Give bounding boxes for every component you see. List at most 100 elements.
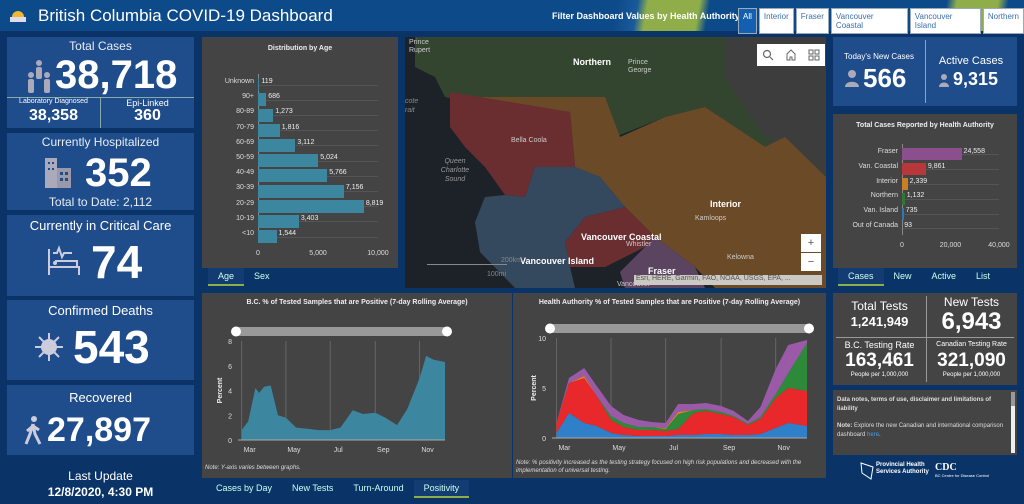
gridline (258, 99, 378, 101)
bar[interactable] (902, 207, 904, 220)
basemap-gallery-icon[interactable] (808, 49, 820, 61)
health-authority-map[interactable]: Prince Rupert Prince George Bella Coola … (405, 37, 826, 288)
filter-button[interactable]: All (738, 8, 757, 34)
bar[interactable] (902, 222, 903, 235)
critical-care-value: 74 (91, 236, 143, 288)
new-cases-label: Today's New Cases (844, 52, 914, 61)
recovered-label: Recovered (69, 390, 132, 405)
bar[interactable] (258, 184, 344, 198)
data-label: 1,132 (906, 192, 925, 200)
category-label: 50-59 (236, 154, 254, 161)
place-bella-coola: Bella Coola (511, 137, 547, 144)
bccdc-logo: CDC BC Centre for Disease Control (935, 462, 990, 478)
filter-button[interactable]: Interior (758, 8, 794, 34)
area-series[interactable] (556, 343, 807, 431)
range-slider-handle[interactable] (545, 323, 555, 334)
bar[interactable] (258, 78, 260, 92)
filter-button[interactable]: Vancouver Island (909, 8, 981, 34)
x-tick-label: Sep (723, 445, 736, 452)
map-attribution[interactable]: Esri, HERE, Garmin, FAO, NOAA, USGS, EPA… (634, 275, 822, 285)
home-icon[interactable] (785, 49, 797, 61)
hospitalized-card: Currently Hospitalized 352 Total to Date… (7, 133, 194, 210)
hospitalized-value: 352 (85, 151, 152, 195)
range-slider-handle[interactable] (442, 326, 452, 337)
data-label: 8,819 (365, 199, 384, 207)
y-tick-label: 8 (228, 339, 232, 346)
cases-by-ha-chart: Total Cases Reported by Health Authority… (833, 114, 1017, 268)
search-icon[interactable] (762, 49, 774, 61)
tab[interactable]: Cases by Day (216, 483, 273, 493)
tick-label: 0 (256, 250, 260, 258)
filter-button[interactable]: Fraser (795, 8, 829, 34)
ha-positivity-chart: Health Authority % of Tested Samples tha… (513, 293, 826, 478)
bar[interactable] (258, 138, 296, 152)
bar[interactable] (902, 192, 905, 205)
tab[interactable]: Cases (838, 268, 884, 286)
tab[interactable]: New Tests (292, 483, 334, 493)
bar[interactable] (258, 93, 267, 107)
bar[interactable] (258, 169, 328, 183)
range-slider-handle[interactable] (804, 323, 814, 334)
place-prince-george: Prince George (628, 59, 652, 74)
zoom-in-button[interactable]: + (801, 234, 821, 252)
epi-linked-value: 360 (134, 107, 161, 124)
area-series[interactable] (556, 413, 807, 438)
gridline (902, 169, 999, 171)
y-tick-label: 6 (228, 364, 232, 371)
bar[interactable] (258, 123, 280, 137)
area-series[interactable] (241, 355, 445, 440)
area-series[interactable] (556, 340, 807, 428)
tab[interactable]: Turn-Around (353, 483, 404, 493)
bottom-tabs: Cases by Day New Tests Turn-Around Positivi… (206, 480, 470, 498)
dashboard-link[interactable]: here (867, 432, 880, 438)
notes-scrollbar[interactable] (1011, 392, 1015, 453)
bar[interactable] (902, 163, 926, 176)
new-tests-value: 6,943 (941, 308, 1002, 335)
category-label: Van. Island (863, 207, 898, 215)
range-slider-handle[interactable] (231, 326, 241, 337)
range-slider-track[interactable] (550, 324, 809, 333)
note-label: Note: (837, 423, 853, 429)
age-chart-title: Distribution by Age (267, 45, 333, 52)
tab[interactable]: New (893, 271, 912, 281)
bar[interactable] (258, 214, 299, 228)
ha-chart-title: Total Cases Reported by Health Authority (856, 122, 994, 129)
tab[interactable]: Age (208, 268, 245, 286)
area-series[interactable] (556, 343, 807, 429)
data-label: 2,339 (909, 177, 928, 185)
bc-testing-rate-unit: People per 1,000,000 (850, 372, 909, 378)
region-coastal-north (450, 92, 575, 197)
category-label: Fraser (877, 148, 898, 155)
zoom-out-button[interactable]: − (801, 253, 821, 271)
area-series[interactable] (556, 378, 807, 436)
bar[interactable] (902, 148, 962, 161)
filter-button[interactable]: Vancouver Coastal (830, 8, 908, 34)
total-tests-value: 1,241,949 (850, 314, 909, 329)
tab[interactable]: Positivity (413, 480, 470, 498)
filter-button[interactable]: Northern (982, 8, 1024, 34)
map-scale-bar (427, 264, 507, 265)
data-notes-panel: Data notes, terms of use, disclaimer and… (833, 390, 1017, 455)
gridline (258, 130, 378, 132)
tab[interactable]: Active (931, 271, 957, 281)
data-notes-link[interactable]: Data notes, terms of use, disclaimer and… (837, 397, 992, 412)
bar[interactable] (258, 230, 277, 244)
data-label: 24,558 (963, 148, 985, 155)
bar[interactable] (258, 108, 274, 122)
x-tick-label: May (612, 445, 626, 452)
category-label: Northern (870, 192, 898, 200)
hospital-bed-icon (48, 245, 80, 275)
tab[interactable]: List (976, 271, 991, 281)
bar[interactable] (258, 199, 364, 213)
map-regions (415, 37, 826, 288)
category-label: 60-69 (236, 138, 254, 146)
tab[interactable]: Sex (254, 271, 270, 281)
bc-testing-rate-label: B.C. Testing Rate (844, 340, 915, 350)
bar[interactable] (902, 178, 908, 190)
bar[interactable] (258, 154, 319, 168)
category-label: Interior (876, 177, 898, 185)
virus-icon (35, 333, 63, 361)
y-tick-label: 10 (538, 336, 546, 343)
place-whistler: Whistler (626, 241, 652, 248)
range-slider-track[interactable] (236, 327, 447, 336)
